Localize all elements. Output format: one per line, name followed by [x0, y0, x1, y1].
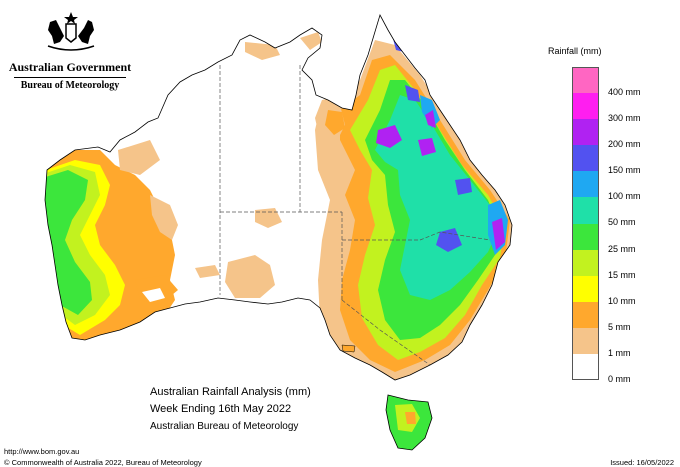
legend-item: 0 mm	[572, 354, 672, 384]
government-title: Australian Government	[8, 60, 132, 74]
map-source: Australian Bureau of Meteorology	[150, 421, 299, 432]
issued-date: Issued: 16/05/2022	[610, 458, 674, 467]
map-title: Australian Rainfall Analysis (mm)	[150, 386, 311, 398]
legend-swatch	[572, 67, 599, 94]
legend-title: Rainfall (mm)	[548, 46, 602, 56]
title-divider	[14, 77, 126, 78]
legend-label: 50 mm	[608, 217, 636, 228]
legend-swatch	[572, 197, 599, 224]
legend-item: 25 mm	[572, 223, 672, 254]
australian-government-logo: Australian Government Bureau of Meteorol…	[8, 10, 132, 96]
legend-item: 50 mm	[572, 197, 672, 227]
legend-label: 300 mm	[608, 113, 641, 124]
map-period: Week Ending 16th May 2022	[150, 403, 292, 415]
legend-label: 25 mm	[608, 243, 636, 254]
legend-label: 15 mm	[608, 269, 636, 280]
legend-swatch	[572, 119, 599, 146]
legend-item: 10 mm	[572, 275, 672, 306]
coat-of-arms-icon	[47, 12, 95, 51]
legend-item: 200 mm	[572, 119, 672, 149]
rainfall-legend: 400 mm 300 mm 200 mm 150 mm 100 mm 50 mm 25 mm…	[572, 67, 672, 384]
legend-label: 0 mm	[608, 374, 631, 385]
legend-swatch	[572, 301, 599, 328]
legend-swatch	[572, 327, 599, 355]
legend-item: 100 mm	[572, 171, 672, 201]
legend-label: 10 mm	[608, 295, 636, 306]
legend-label: 150 mm	[608, 165, 641, 176]
legend-item: 5 mm	[572, 301, 672, 332]
legend-item: 1 mm	[572, 327, 672, 358]
legend-label: 100 mm	[608, 191, 641, 202]
copyright-notice: © Commonwealth of Australia 2022, Bureau…	[4, 458, 202, 467]
legend-item: 400 mm	[572, 67, 672, 97]
agency-title: Bureau of Meteorology	[20, 80, 120, 91]
legend-label: 1 mm	[608, 347, 631, 358]
legend-label: 200 mm	[608, 139, 641, 150]
legend-item: 300 mm	[572, 93, 672, 123]
legend-swatch	[572, 223, 599, 250]
legend-label: 5 mm	[608, 321, 631, 332]
legend-item: 150 mm	[572, 145, 672, 175]
legend-label: 400 mm	[608, 87, 641, 97]
legend-swatch	[572, 249, 599, 276]
legend-swatch	[572, 275, 599, 302]
website-link[interactable]: http://www.bom.gov.au	[4, 447, 80, 456]
legend-item: 15 mm	[572, 249, 672, 280]
legend-swatch	[572, 145, 599, 172]
legend-swatch	[572, 354, 599, 381]
legend-swatch	[572, 171, 599, 198]
legend-swatch	[572, 93, 599, 120]
